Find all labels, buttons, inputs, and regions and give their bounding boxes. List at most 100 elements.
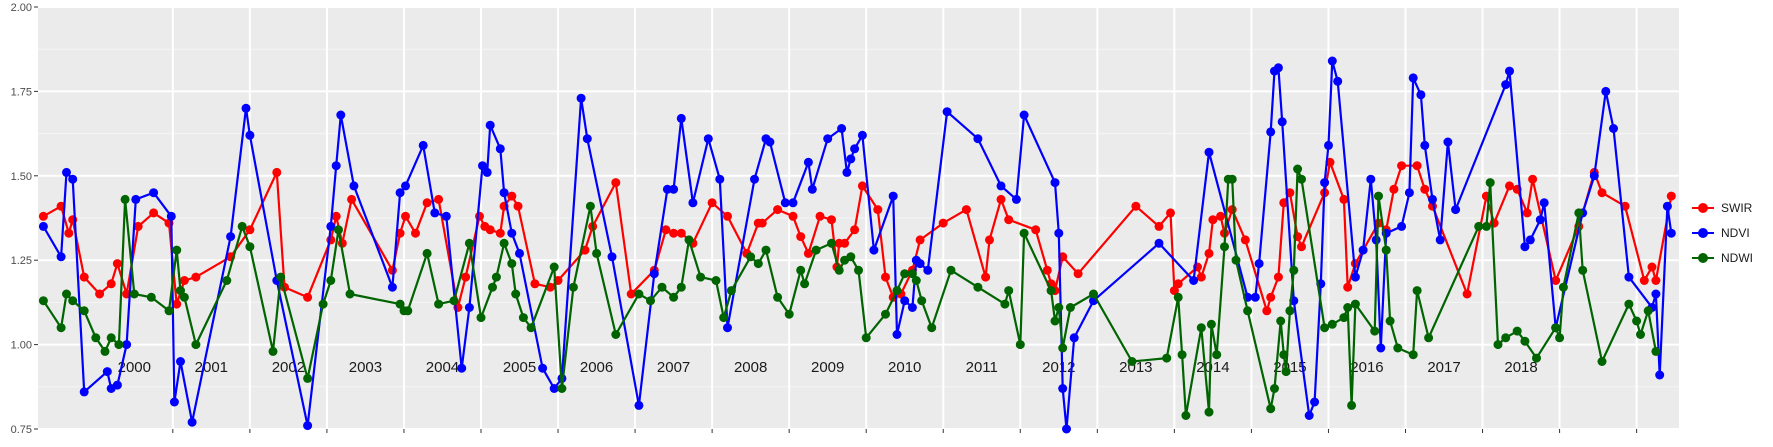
swir-point [850, 225, 860, 235]
ndvi-point [857, 130, 867, 140]
ndwi-point [1385, 316, 1395, 326]
year-label: 2011 [966, 359, 998, 376]
ndwi-point [1501, 333, 1511, 343]
swir-point [1031, 225, 1041, 235]
ndwi-point [946, 265, 956, 275]
ndwi-point [907, 269, 917, 279]
swir-point [401, 211, 410, 221]
swir-point [1262, 306, 1272, 316]
ndvi-point [401, 181, 410, 191]
swir-point [1343, 282, 1353, 292]
ndvi-point [1366, 174, 1376, 184]
swir-point [1397, 161, 1407, 171]
year-label: 2000 [118, 359, 151, 376]
ndwi-point [1015, 340, 1025, 350]
ndvi-point [549, 384, 559, 393]
swir-point [1042, 265, 1052, 275]
ndwi-point [646, 296, 655, 306]
ndwi-point [114, 340, 124, 350]
swir-point [1169, 286, 1179, 296]
ndwi-point [518, 313, 528, 323]
ndvi-point [1428, 194, 1437, 204]
ndvi-point [1376, 343, 1386, 353]
ndwi-point [761, 245, 771, 255]
swir-point [1339, 194, 1349, 204]
ndwi-point [56, 323, 66, 333]
ndvi-point [869, 245, 879, 255]
ndvi-point [303, 421, 313, 431]
ndwi-point [1651, 346, 1661, 356]
ndwi-point [726, 286, 736, 296]
ndwi-point [568, 282, 578, 292]
ndvi-point [1589, 171, 1599, 181]
swir-point [326, 235, 336, 245]
ndvi-point [1505, 66, 1514, 76]
ndwi-point [1212, 350, 1222, 360]
ndwi-point [1551, 323, 1561, 333]
swir-point [1216, 211, 1226, 221]
y-tick-label: 1.75 [11, 86, 32, 98]
ndwi-point [696, 272, 706, 282]
ndwi-point [449, 296, 459, 306]
ndwi-point [1636, 330, 1645, 339]
ndvi-point [1601, 86, 1611, 96]
ndwi-point [1058, 343, 1068, 353]
ndwi-point [1632, 316, 1642, 326]
swir-point [938, 218, 948, 228]
ndvi-point [1416, 90, 1426, 100]
ndvi-point [1277, 117, 1287, 127]
swir-point [1240, 235, 1250, 245]
ndvi-point [923, 265, 933, 275]
swir-point [272, 167, 282, 177]
ndvi-point [996, 181, 1006, 191]
swir-point [1131, 201, 1141, 211]
ndwi-point [146, 292, 156, 302]
ndwi-point [1046, 286, 1056, 296]
ndwi-point [784, 309, 794, 319]
swir-point [513, 201, 523, 211]
swir-point [1173, 279, 1183, 289]
year-label: 2007 [657, 359, 690, 376]
swir-point [1004, 215, 1014, 225]
legend-label-swir: SWIR [1721, 201, 1753, 215]
ndwi-point [892, 286, 902, 296]
ndwi-point [100, 346, 110, 356]
ndvi-point [1324, 140, 1333, 150]
ndvi-point [326, 221, 336, 231]
swir-point [723, 211, 732, 221]
ndvi-point [807, 184, 817, 194]
ndvi-point [582, 134, 592, 144]
y-axis: 0.75 1.00 1.25 1.50 1.75 2.00 [11, 2, 38, 436]
ndwi-point [1393, 343, 1403, 353]
ndwi-point [172, 245, 182, 255]
y-tick-label: 1.50 [11, 171, 32, 183]
ndwi-point [917, 296, 927, 306]
ndwi-point [1474, 221, 1484, 231]
swir-point [106, 279, 116, 289]
ndwi-point [711, 276, 721, 285]
ndwi-point [1019, 228, 1029, 238]
ndvi-point [495, 144, 505, 154]
ndwi-point [1181, 411, 1191, 420]
ndwi-point [491, 272, 501, 282]
ndwi-point [164, 306, 174, 316]
ndvi-point [336, 110, 346, 120]
ndvi-point [1019, 110, 1029, 120]
swir-point [788, 211, 798, 221]
swir-point [757, 218, 767, 228]
ndwi-point [1050, 316, 1060, 326]
ndwi-point [1297, 174, 1306, 184]
ndwi-point [592, 248, 602, 258]
ndwi-point [222, 276, 232, 285]
ndwi-point [1231, 255, 1241, 265]
ndwi-point [1285, 306, 1295, 316]
ndvi-point [1662, 201, 1672, 211]
swir-point [981, 272, 991, 282]
ndwi-point [796, 265, 806, 275]
ndvi-point [888, 191, 898, 201]
ndvi-point [478, 161, 487, 171]
ndvi-point [907, 303, 917, 312]
ndvi-point [788, 198, 798, 208]
ndwi-point [1220, 242, 1229, 252]
